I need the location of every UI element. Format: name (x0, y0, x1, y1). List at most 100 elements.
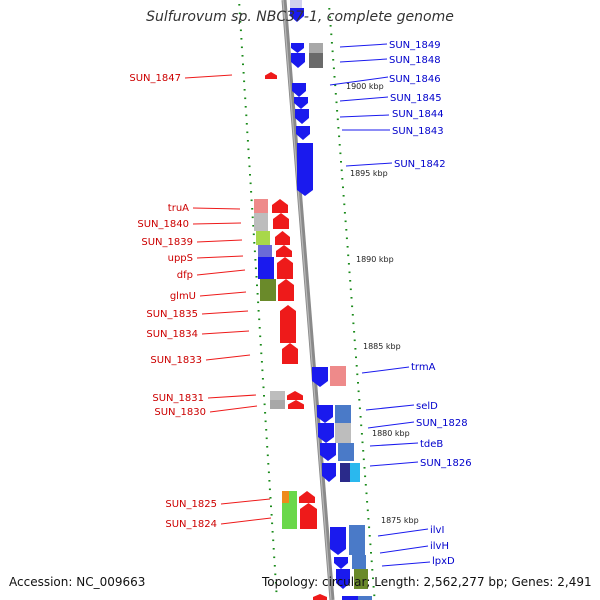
gc-tick (275, 590, 278, 593)
gc-content-ticks (238, 4, 376, 597)
gc-tick (269, 497, 272, 499)
gc-tick (268, 480, 271, 482)
gene-label-sun-1834: SUN_1834 (146, 329, 198, 340)
label-leader-line (329, 76, 389, 86)
gene-label-sun-1828: SUN_1828 (416, 418, 468, 429)
gc-tick (367, 518, 370, 520)
cog-color-swatch (342, 596, 358, 600)
gene-arrow-reverse (265, 72, 277, 79)
gene-arrow-forward (334, 557, 348, 569)
cog-color-swatch (340, 463, 350, 482)
label-leader-line (369, 461, 419, 467)
gc-tick (351, 314, 354, 316)
gene-label-sun-1835: SUN_1835 (146, 309, 198, 320)
cog-color-swatch (330, 366, 346, 386)
gc-tick (355, 356, 357, 359)
gc-tick (245, 123, 248, 125)
label-leader-line (381, 561, 431, 567)
gc-tick (331, 50, 334, 53)
gc-tick (355, 365, 358, 367)
gc-tick (254, 259, 257, 261)
gc-tick (264, 412, 267, 414)
gc-tick (257, 310, 260, 312)
cog-color-swatch (270, 400, 285, 409)
gc-tick (359, 416, 362, 418)
gc-tick (242, 72, 245, 74)
gene-blocks (254, 0, 372, 600)
gc-tick (255, 276, 258, 278)
gene-arrow-forward (317, 405, 333, 423)
gc-tick (345, 237, 348, 240)
gc-tick (239, 21, 242, 23)
label-leader-line (361, 366, 410, 374)
gc-tick (259, 335, 262, 338)
gene-label-sun-1842: SUN_1842 (394, 159, 446, 170)
gene-arrow-forward (320, 443, 336, 461)
gc-tick (273, 565, 276, 567)
gene-label-sun-1839: SUN_1839 (141, 237, 193, 248)
cog-color-swatch (309, 53, 323, 68)
gc-tick (345, 229, 348, 231)
cog-color-swatch (270, 391, 285, 400)
gc-tick (264, 420, 267, 423)
label-leader-line (192, 222, 242, 225)
gc-tick (256, 293, 259, 295)
gene-arrow-reverse (273, 213, 289, 229)
gc-tick (332, 59, 335, 61)
gene-label-sun-1847: SUN_1847 (129, 73, 181, 84)
gc-tick (336, 110, 339, 112)
gene-arrow-reverse (280, 305, 296, 343)
gc-tick (370, 552, 372, 554)
gene-label-sun-1843: SUN_1843 (392, 126, 444, 137)
kbp-marker-1890: 1890 kbp (356, 255, 394, 264)
gc-tick (266, 454, 269, 457)
gene-arrow-reverse (278, 279, 294, 301)
gc-tick (273, 556, 276, 559)
gc-tick (347, 254, 350, 257)
label-leader-line (339, 43, 388, 48)
label-leader-line (209, 405, 258, 413)
gc-tick (240, 38, 243, 40)
gc-tick (258, 318, 261, 321)
gc-tick (330, 33, 333, 36)
gc-tick (344, 220, 347, 223)
gc-tick (263, 403, 266, 406)
gc-tick (372, 577, 374, 580)
gc-tick (352, 322, 355, 325)
gc-tick (245, 114, 248, 117)
gc-tick (343, 203, 346, 206)
gene-label-sun-1831: SUN_1831 (152, 393, 204, 404)
gc-tick (242, 63, 244, 66)
gc-tick (251, 216, 254, 219)
gc-tick (244, 97, 247, 100)
gene-arrow-reverse (282, 343, 298, 364)
gc-tick (370, 560, 373, 563)
gc-tick (250, 199, 253, 202)
gc-tick (333, 76, 336, 78)
gc-tick (257, 301, 260, 304)
gene-label-dfp: dfp (177, 270, 193, 281)
gc-tick (353, 331, 356, 333)
gene-arrow-reverse (288, 400, 304, 409)
cog-color-swatch (254, 199, 268, 213)
gene-arrow-forward (291, 53, 305, 68)
gc-tick (338, 135, 341, 138)
gc-tick (265, 429, 268, 431)
gene-label-tdeb: tdeB (420, 439, 443, 450)
cog-color-swatch (352, 555, 366, 569)
gc-tick (270, 514, 273, 516)
label-leader-line (367, 421, 415, 429)
gc-tick (362, 458, 365, 461)
kbp-marker-1900: 1900 kbp (346, 82, 384, 91)
cog-color-swatch (354, 569, 368, 589)
gc-tick (342, 195, 345, 197)
gc-tick (337, 127, 340, 129)
gene-arrow-forward (292, 83, 306, 97)
gc-tick (247, 148, 250, 151)
gc-tick (274, 573, 277, 576)
label-leader-line (201, 330, 250, 335)
gene-label-seld: selD (416, 401, 438, 412)
left-gene-labels: SUN_1847 truA SUN_1840 SUN_1839 uppS dfp… (129, 73, 217, 530)
cog-color-swatch (258, 257, 274, 279)
